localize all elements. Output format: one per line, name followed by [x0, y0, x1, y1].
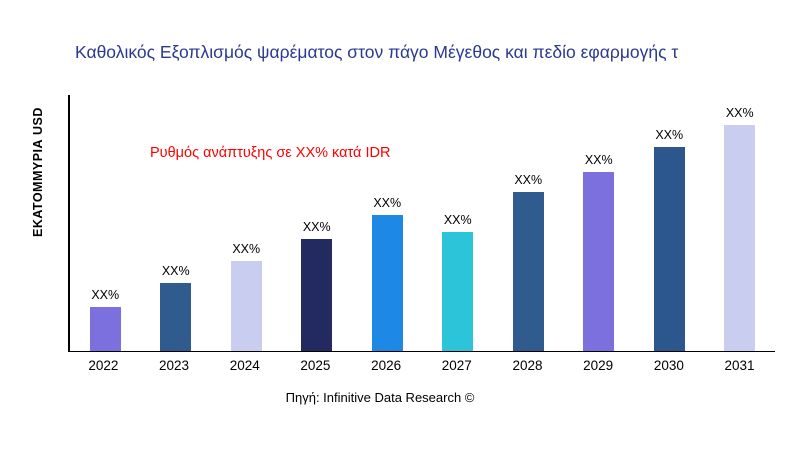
x-tick-label-2024: 2024: [229, 358, 260, 373]
bar-group-2023: XX%: [141, 95, 211, 351]
bar-value-label: XX%: [302, 219, 331, 234]
x-tick-label-2023: 2023: [159, 358, 190, 373]
bar-2030: [653, 147, 685, 351]
x-tick-label-2031: 2031: [724, 358, 755, 373]
x-tick-label-2030: 2030: [653, 358, 684, 373]
x-tick-label-2026: 2026: [371, 358, 402, 373]
bar-value-label: XX%: [655, 128, 684, 143]
bar-value-label: XX%: [443, 212, 472, 227]
bar-value-label: XX%: [91, 287, 120, 302]
bar-2023: [160, 283, 192, 351]
bar-value-label: XX%: [161, 264, 190, 279]
bar-2026: [371, 215, 403, 351]
plot-area: XX% XX% XX% XX% XX% XX% XX% XX% XX% XX%: [68, 95, 775, 352]
y-axis-label: ΕΚΑΤΟΜΜΥΡΙΑ USD: [31, 107, 45, 237]
bar-2025: [301, 238, 333, 351]
bar-value-label: XX%: [725, 105, 754, 120]
bar-2022: [89, 306, 121, 351]
bar-2028: [512, 191, 544, 351]
bar-group-2030: XX%: [634, 95, 704, 351]
bar-group-2029: XX%: [564, 95, 634, 351]
bar-value-label: XX%: [514, 172, 543, 187]
bar-2024: [230, 261, 262, 351]
bar-value-label: XX%: [584, 152, 613, 167]
x-tick-label-2022: 2022: [88, 358, 119, 373]
bar-2031: [724, 124, 756, 351]
bar-value-label: XX%: [232, 242, 261, 257]
bar-value-label: XX%: [373, 196, 402, 211]
bar-2029: [583, 171, 615, 351]
bar-group-2024: XX%: [211, 95, 281, 351]
bar-group-2025: XX%: [282, 95, 352, 351]
x-tick-label-2028: 2028: [512, 358, 543, 373]
bar-group-2026: XX%: [352, 95, 422, 351]
bar-2027: [442, 231, 474, 351]
plot-bars: XX% XX% XX% XX% XX% XX% XX% XX% XX% XX%: [70, 95, 775, 351]
bar-group-2022: XX%: [70, 95, 140, 351]
growth-annotation: Ρυθμός ανάπτυξης σε XX% κατά IDR: [150, 145, 391, 161]
x-axis-labels: 2022 2023 2024 2025 2026 2027 2028 2029 2030 2031: [68, 358, 775, 373]
chart-title: Καθολικός Εξοπλισμός ψαρέματος στον πάγο…: [75, 42, 679, 62]
source-attribution: Πηγή: Infinitive Data Research ©: [285, 390, 475, 405]
x-tick-label-2027: 2027: [441, 358, 472, 373]
bar-group-2028: XX%: [493, 95, 563, 351]
x-tick-label-2025: 2025: [300, 358, 331, 373]
x-tick-label-2029: 2029: [583, 358, 614, 373]
bar-group-2031: XX%: [705, 95, 775, 351]
bar-group-2027: XX%: [423, 95, 493, 351]
